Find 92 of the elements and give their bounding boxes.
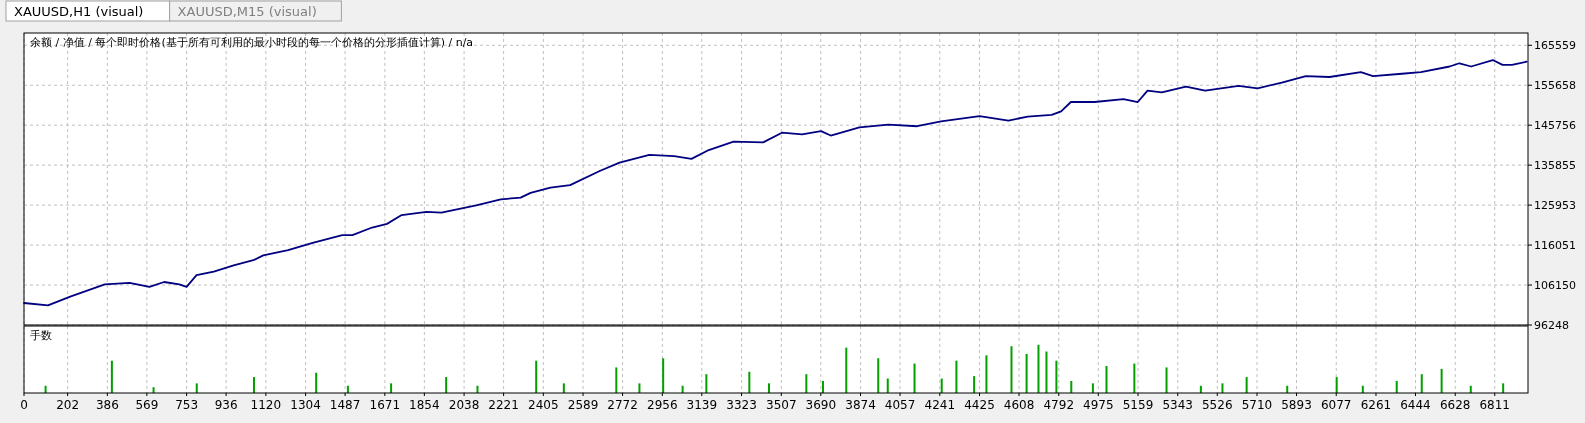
- x-tick-label: 3507: [766, 398, 797, 412]
- bar: [1045, 351, 1048, 393]
- bar: [662, 358, 665, 393]
- x-tick-label: 4425: [964, 398, 995, 412]
- bar: [195, 383, 198, 393]
- bar: [562, 383, 565, 393]
- x-tick-label: 202: [56, 398, 80, 412]
- bar: [886, 378, 889, 393]
- x-tick-label: 2956: [647, 398, 678, 412]
- x-tick-label: 0: [20, 398, 28, 412]
- bar: [1245, 377, 1248, 393]
- x-tick-label: 3690: [805, 398, 837, 412]
- y-tick-label: 145756: [1534, 119, 1576, 133]
- x-tick-label: 2221: [488, 398, 519, 412]
- y-tick-label: 116051: [1534, 239, 1576, 253]
- x-tick-label: 5343: [1162, 398, 1194, 412]
- x-tick-label: 5893: [1281, 398, 1312, 412]
- bar: [1395, 380, 1398, 393]
- line-series: [23, 59, 1528, 307]
- x-tick-label: 1304: [290, 398, 321, 412]
- bar: [805, 374, 808, 393]
- y-tick-label: 155658: [1534, 79, 1576, 93]
- x-tick-label: 6261: [1360, 398, 1392, 412]
- bar: [110, 360, 113, 393]
- bar: [940, 378, 943, 393]
- x-tick-label: 5159: [1122, 398, 1154, 412]
- chart-title: 余额 / 净值 / 每个即时价格(基于所有可利用的最小时段的每一个价格的分形插值计算) / n/a: [30, 36, 474, 49]
- bar: [390, 383, 393, 393]
- bar: [1037, 344, 1040, 393]
- bar: [1502, 383, 1505, 393]
- bar: [445, 377, 448, 393]
- bar: [748, 371, 751, 393]
- x-tick-label: 936: [214, 398, 238, 412]
- bar: [615, 367, 618, 393]
- x-tick-label: 3139: [686, 398, 718, 412]
- bar: [877, 358, 880, 393]
- bar: [1420, 374, 1423, 393]
- x-tick-label: 4608: [1003, 398, 1035, 412]
- x-tick-label: 6628: [1439, 398, 1471, 412]
- text: XAUUSD,H1 (visual): [14, 4, 144, 19]
- bar: [985, 355, 988, 393]
- x-tick-label: 3874: [845, 398, 876, 412]
- bar: [315, 372, 318, 393]
- x-tick-label: 6811: [1479, 398, 1511, 412]
- y-tick-label: 96248: [1534, 319, 1569, 332]
- x-tick-label: 6077: [1320, 398, 1352, 412]
- x-tick-label: 753: [175, 398, 199, 412]
- bar: [1335, 377, 1338, 393]
- y-tick-label: 135855: [1534, 159, 1576, 173]
- bar: [845, 347, 848, 393]
- bar: [1070, 380, 1073, 393]
- bar: [252, 377, 255, 393]
- x-tick-label: 2405: [528, 398, 559, 412]
- x-tick-label: 1120: [250, 398, 282, 412]
- x-tick-label: 386: [95, 398, 119, 412]
- bar: [705, 374, 708, 393]
- x-tick-label: 1854: [409, 398, 440, 412]
- x-tick-label: 1671: [369, 398, 401, 412]
- bar: [1055, 360, 1058, 393]
- x-tick-label: 4792: [1043, 398, 1075, 412]
- bar: [1025, 353, 1028, 393]
- x-tick-label: 5526: [1201, 398, 1233, 412]
- bar: [1105, 365, 1108, 393]
- x-tick-label: 3323: [726, 398, 757, 412]
- bar: [1440, 368, 1443, 393]
- bar: [913, 363, 916, 393]
- bar: [1221, 383, 1224, 393]
- chart-title: 手数: [30, 329, 52, 342]
- x-tick-label: 2589: [567, 398, 599, 412]
- y-tick-label: 165559: [1534, 39, 1576, 53]
- y-tick-label: 125953: [1534, 199, 1576, 213]
- y-tick-label: 106150: [1534, 279, 1576, 293]
- bar: [535, 360, 538, 393]
- x-tick-label: 569: [135, 398, 159, 412]
- x-tick-label: 2038: [448, 398, 480, 412]
- bar: [1133, 363, 1136, 393]
- bar: [973, 376, 976, 393]
- bar: [955, 360, 958, 393]
- x-tick-label: 4241: [924, 398, 956, 412]
- bar: [821, 380, 824, 393]
- x-tick-label: 1487: [329, 398, 361, 412]
- text: XAUUSD,M15 (visual): [177, 4, 317, 19]
- bar: [767, 383, 770, 393]
- bar: [1091, 383, 1094, 393]
- bar: [1165, 367, 1168, 393]
- bar: [638, 383, 641, 393]
- x-tick-label: 6444: [1400, 398, 1431, 412]
- bar: [1010, 346, 1013, 393]
- x-tick-label: 4975: [1083, 398, 1114, 412]
- x-tick-label: 2772: [607, 398, 638, 412]
- x-tick-label: 5710: [1241, 398, 1273, 412]
- x-tick-label: 4057: [884, 398, 916, 412]
